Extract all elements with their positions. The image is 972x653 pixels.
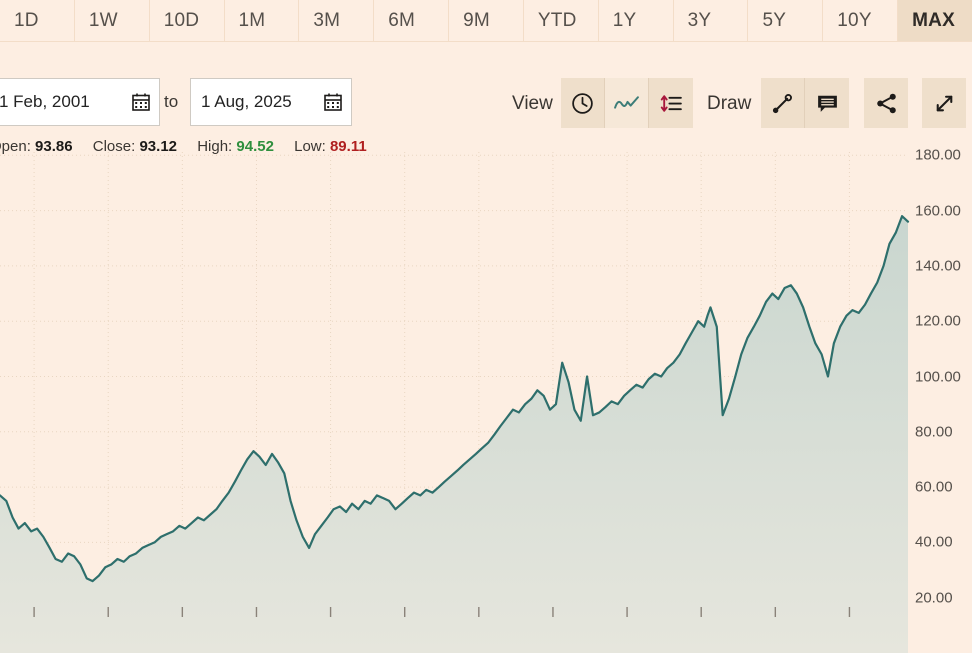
range-tab-10y[interactable]: 10Y bbox=[823, 0, 899, 42]
low-label: Low: bbox=[294, 138, 326, 155]
range-tab-3y[interactable]: 3Y bbox=[673, 0, 749, 42]
range-tab-1m[interactable]: 1M bbox=[224, 0, 300, 42]
share-icon bbox=[876, 93, 896, 113]
y-axis-label: 120.00 bbox=[915, 312, 961, 330]
y-axis-label: 100.00 bbox=[915, 368, 961, 385]
quote-summary: Open: 93.86 Close: 93.12 High: 94.52 Low… bbox=[0, 138, 383, 155]
fullscreen-button[interactable] bbox=[922, 78, 966, 128]
draw-trendline-button[interactable] bbox=[761, 78, 805, 128]
comment-icon bbox=[817, 95, 837, 112]
y-axis-label: 20.00 bbox=[915, 589, 953, 607]
tab-bar-divider bbox=[0, 41, 972, 42]
low-value: 89.11 bbox=[329, 138, 367, 155]
to-date-input[interactable] bbox=[201, 92, 319, 112]
calendar-icon[interactable] bbox=[323, 92, 343, 112]
fullscreen-button-group bbox=[922, 78, 966, 128]
view-button-group bbox=[561, 78, 693, 128]
share-button-group bbox=[864, 78, 908, 128]
range-tab-bar: 1D 1W 10D 1M 3M 6M 9M YTD 1Y 3Y 5Y 10Y MAX bbox=[0, 0, 972, 42]
date-range-separator: to bbox=[164, 92, 179, 111]
line-chart-icon bbox=[614, 95, 639, 109]
view-line-chart-button[interactable] bbox=[605, 78, 649, 128]
range-tab-5y[interactable]: 5Y bbox=[748, 0, 824, 42]
draw-button-group bbox=[761, 78, 849, 128]
range-tab-1w[interactable]: 1W bbox=[74, 0, 150, 42]
close-label: Close: bbox=[92, 138, 136, 155]
y-axis-label: 40.00 bbox=[915, 533, 953, 551]
price-area-fill bbox=[0, 216, 908, 653]
price-line bbox=[0, 215, 910, 583]
compare-scale-icon bbox=[660, 94, 682, 112]
range-tab-9m[interactable]: 9M bbox=[449, 0, 524, 42]
y-axis-label: 60.00 bbox=[915, 478, 953, 496]
share-button[interactable] bbox=[864, 78, 908, 128]
clock-icon bbox=[572, 92, 593, 114]
range-tab-max[interactable]: MAX bbox=[898, 0, 972, 42]
range-tab-6m[interactable]: 6M bbox=[374, 0, 450, 42]
price-chart-svg bbox=[0, 152, 910, 653]
draw-comment-button[interactable] bbox=[805, 78, 849, 128]
y-axis-label: 140.00 bbox=[915, 257, 961, 275]
range-tab-10d[interactable]: 10D bbox=[149, 0, 225, 42]
close-value: 93.12 bbox=[139, 138, 178, 155]
fullscreen-icon bbox=[936, 95, 952, 111]
high-label: High: bbox=[197, 138, 233, 155]
view-scale-button[interactable] bbox=[649, 78, 693, 128]
open-value: 93.86 bbox=[35, 138, 73, 155]
from-date-field[interactable] bbox=[0, 78, 160, 126]
calendar-icon[interactable] bbox=[131, 92, 151, 112]
y-axis-label: 160.00 bbox=[915, 202, 961, 220]
open-label: Open: bbox=[0, 138, 31, 155]
view-clock-button[interactable] bbox=[561, 78, 605, 128]
price-chart[interactable]: 20.00 40.00 60.00 80.00 100.00 120.00 140.00 16… bbox=[0, 147, 972, 653]
chart-controls: to View bbox=[0, 74, 972, 132]
from-date-input[interactable] bbox=[0, 92, 117, 112]
range-tab-1y[interactable]: 1Y bbox=[598, 0, 674, 42]
to-date-field[interactable] bbox=[190, 78, 352, 126]
high-value: 94.52 bbox=[236, 138, 274, 155]
y-axis-label: 180.00 bbox=[915, 146, 961, 164]
range-tab-3m[interactable]: 3M bbox=[299, 0, 375, 42]
draw-label: Draw bbox=[707, 93, 752, 114]
view-label: View bbox=[512, 93, 553, 114]
range-tab-1d[interactable]: 1D bbox=[0, 0, 75, 42]
y-axis-label: 80.00 bbox=[915, 423, 953, 441]
range-tab-ytd[interactable]: YTD bbox=[523, 0, 599, 42]
trendline-icon bbox=[772, 93, 792, 113]
